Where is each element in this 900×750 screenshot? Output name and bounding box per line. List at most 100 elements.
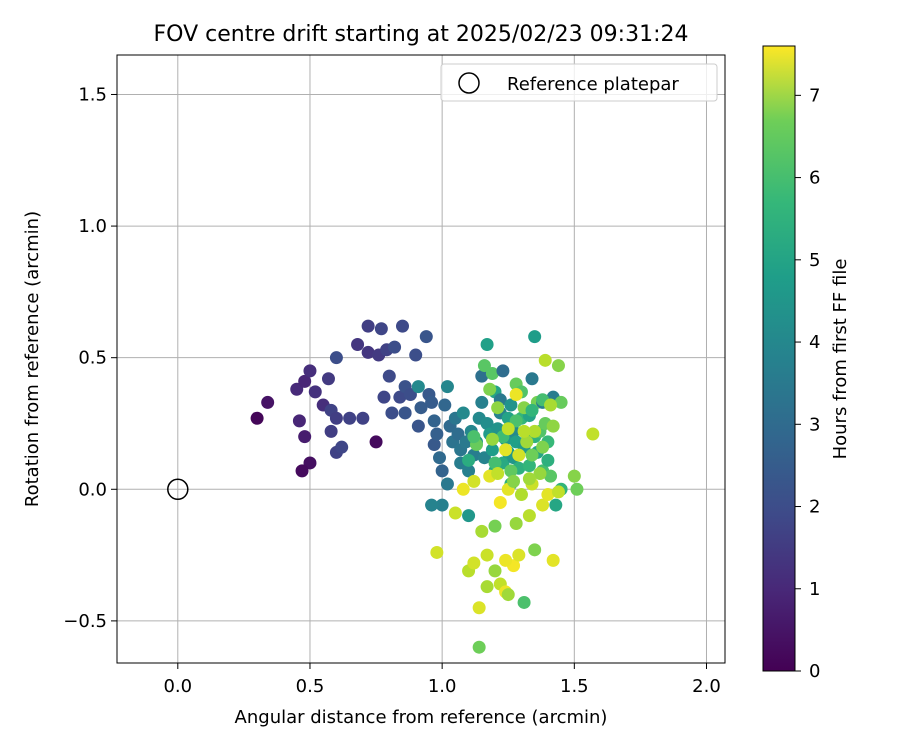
data-point — [303, 456, 317, 470]
data-point — [388, 340, 402, 354]
data-point — [512, 548, 526, 562]
data-point — [475, 369, 489, 383]
data-point — [361, 345, 375, 359]
data-point — [382, 369, 396, 383]
data-point — [467, 474, 481, 488]
data-point — [528, 543, 542, 557]
data-point — [488, 564, 502, 578]
data-point — [329, 351, 343, 365]
data-point — [308, 385, 322, 399]
data-point — [377, 390, 391, 404]
data-point — [501, 422, 515, 436]
data-point — [321, 372, 335, 386]
colorbar-tick-label: 6 — [809, 168, 820, 189]
data-point — [544, 469, 558, 483]
colorbar-tick-label: 5 — [809, 250, 820, 271]
data-point — [414, 401, 428, 415]
y-axis-label: Rotation from reference (arcmin) — [22, 211, 43, 507]
data-point — [295, 464, 309, 478]
data-point — [522, 509, 536, 523]
data-point — [551, 359, 565, 373]
data-point — [496, 364, 510, 378]
data-point — [435, 498, 449, 512]
y-tick-label: −0.5 — [63, 611, 107, 632]
data-point — [570, 482, 584, 496]
y-axis-ticks: −0.5 0.0 0.5 1.0 1.5 — [63, 84, 117, 632]
data-point — [462, 509, 476, 523]
data-point — [430, 427, 444, 441]
data-point — [509, 517, 523, 531]
data-point — [456, 406, 470, 420]
data-point — [298, 430, 312, 444]
x-tick-label: 0.0 — [163, 676, 192, 697]
data-point — [509, 414, 523, 428]
data-point — [462, 453, 476, 467]
data-point — [430, 545, 444, 559]
data-point — [393, 390, 407, 404]
data-point — [488, 456, 502, 470]
data-point — [536, 498, 550, 512]
data-point — [351, 338, 365, 352]
data-point — [435, 464, 449, 478]
data-point — [485, 443, 499, 457]
plot-frame — [116, 54, 726, 664]
data-point — [398, 406, 412, 420]
colorbar-tick-label: 7 — [809, 85, 820, 106]
data-point — [356, 411, 370, 425]
data-point — [533, 466, 547, 480]
x-axis-ticks: 0.0 0.5 1.0 1.5 2.0 — [163, 663, 721, 697]
data-point — [507, 474, 521, 488]
data-point — [440, 477, 454, 491]
data-point — [472, 640, 486, 654]
data-point — [451, 427, 465, 441]
data-point — [491, 401, 505, 415]
data-point — [477, 359, 491, 373]
data-point — [522, 459, 536, 473]
data-point — [520, 435, 534, 449]
data-point — [303, 364, 317, 378]
colorbar: 0 1 2 3 4 5 6 7 Hours from first FF file — [762, 45, 851, 682]
colorbar-gradient — [762, 45, 796, 672]
reference-marker — [167, 478, 189, 501]
data-point — [586, 427, 600, 441]
data-point — [369, 435, 383, 449]
data-point — [493, 495, 507, 509]
data-point — [567, 469, 581, 483]
data-point — [485, 366, 499, 380]
data-point — [261, 395, 275, 409]
colorbar-label: Hours from first FF file — [830, 259, 851, 460]
colorbar-tick-label: 1 — [809, 579, 820, 600]
x-tick-label: 1.0 — [428, 676, 457, 697]
data-point — [395, 319, 409, 333]
data-point — [541, 488, 555, 502]
data-point — [528, 330, 542, 344]
data-point — [438, 398, 452, 412]
data-point — [385, 406, 399, 420]
y-tick-label: 0.5 — [78, 348, 107, 369]
data-point — [544, 398, 558, 412]
data-point — [475, 524, 489, 538]
data-point — [504, 398, 518, 412]
x-axis-label: Angular distance from reference (arcmin) — [235, 707, 608, 728]
data-point — [467, 430, 481, 444]
data-point — [335, 440, 349, 454]
data-point — [549, 498, 563, 512]
x-tick-label: 2.0 — [692, 676, 721, 697]
data-point — [517, 424, 531, 438]
data-point — [509, 388, 523, 402]
data-point — [514, 488, 528, 502]
data-point — [551, 485, 565, 499]
y-tick-label: 1.0 — [78, 216, 107, 237]
legend-marker-icon — [458, 72, 480, 94]
data-point — [250, 411, 264, 425]
data-point — [298, 374, 312, 388]
colorbar-tick-label: 3 — [809, 414, 820, 435]
data-point — [517, 595, 531, 609]
data-point — [374, 322, 388, 336]
data-point — [361, 319, 375, 333]
data-point — [411, 419, 425, 433]
data-point — [525, 403, 539, 417]
data-point — [477, 451, 491, 465]
data-point — [440, 380, 454, 394]
